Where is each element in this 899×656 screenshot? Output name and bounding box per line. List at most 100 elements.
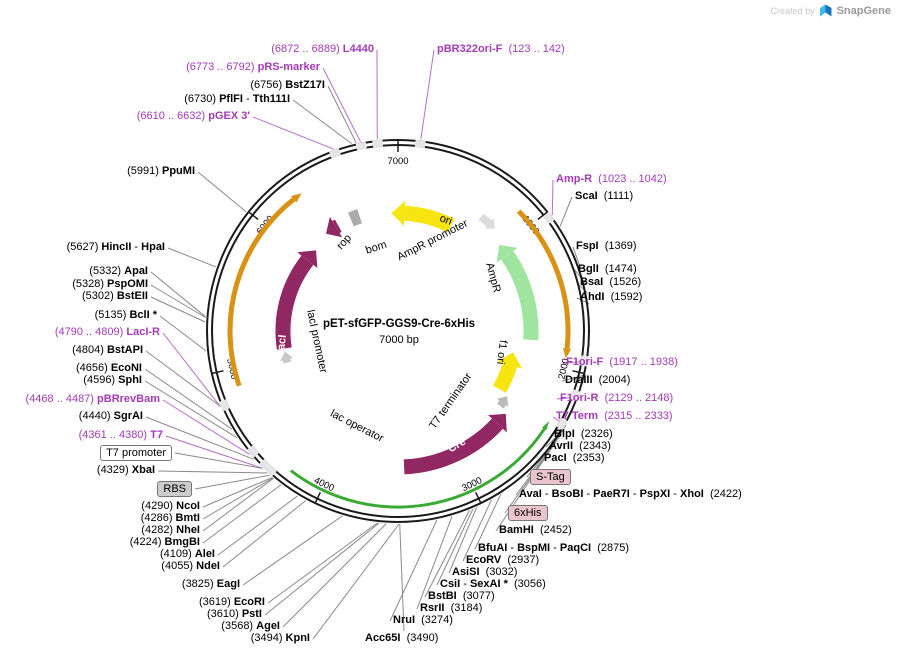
- feature-AmpR-promoter[interactable]: [478, 213, 492, 227]
- feature-T7-terminator-arrowhead[interactable]: [497, 396, 509, 407]
- map-label[interactable]: (4224) BmgBI: [130, 535, 200, 550]
- map-label[interactable]: (6872 .. 6889) L4440: [271, 42, 374, 57]
- feature-lacI-promoter-arrowhead[interactable]: [280, 351, 294, 362]
- label-name-text: BstBI: [428, 590, 457, 602]
- map-label[interactable]: EcoRV (2937): [466, 553, 539, 568]
- leader-line: [222, 500, 307, 568]
- feature-Cre[interactable]: [403, 418, 503, 475]
- feature-AmpR-arrowhead[interactable]: [496, 244, 518, 263]
- map-label[interactable]: (4290) NcoI: [141, 499, 200, 514]
- map-label[interactable]: (5991) PpuMI: [127, 164, 195, 179]
- label-position-text: -: [460, 578, 470, 590]
- label-name-text: ScaI: [575, 190, 598, 202]
- map-label[interactable]: T7 promoter: [100, 445, 172, 461]
- map-label[interactable]: AvaI - BsoBI - PaeR7I - PspXI - XhoI (24…: [519, 487, 742, 502]
- map-label[interactable]: (4596) SphI: [83, 373, 142, 388]
- map-label[interactable]: BfuAI - BspMI - PaqCI (2875): [478, 541, 629, 556]
- feature-ori-arrowhead[interactable]: [391, 200, 406, 226]
- map-label[interactable]: BglI (1474): [578, 262, 637, 277]
- map-label[interactable]: (4109) AleI: [160, 547, 215, 562]
- label-position-text: (6773 .. 6792): [186, 61, 258, 73]
- map-label[interactable]: RsrII (3184): [420, 601, 482, 616]
- map-label[interactable]: (6773 .. 6792) pRS-marker: [186, 60, 320, 75]
- map-label[interactable]: AhdI (1592): [580, 290, 642, 305]
- leader-line: [389, 519, 438, 622]
- map-label[interactable]: (3610) PstI: [207, 607, 262, 622]
- map-label[interactable]: (4361 .. 4380) T7: [79, 428, 163, 443]
- map-label[interactable]: BsaI (1526): [580, 275, 641, 290]
- feature-rop-arrowhead[interactable]: [326, 216, 343, 238]
- map-label[interactable]: FspI (1369): [576, 239, 637, 254]
- feature-AmpR[interactable]: [501, 250, 539, 341]
- leader-line: [312, 523, 400, 640]
- map-label[interactable]: CsiI - SexAI * (3056): [440, 577, 546, 592]
- map-label[interactable]: AvrII (2343): [549, 439, 611, 454]
- leader-line: [202, 477, 274, 520]
- ring-site-mark: [329, 148, 341, 159]
- feature-f1-ori-arrowhead[interactable]: [497, 352, 523, 369]
- feature-orange-arc-right[interactable]: [516, 209, 571, 349]
- feature-rop[interactable]: [332, 219, 342, 234]
- leader-line: [495, 444, 555, 532]
- map-label[interactable]: BamHI (2452): [499, 523, 572, 538]
- feature-AmpR-promoter-arrowhead[interactable]: [484, 218, 495, 229]
- position-tick: [248, 211, 259, 220]
- map-label[interactable]: BstBI (3077): [428, 589, 495, 604]
- map-label[interactable]: (6730) PflFI - Tth111I: [184, 92, 290, 107]
- feature-orf-arc-green[interactable]: [289, 428, 546, 509]
- map-label[interactable]: PacI (2353): [544, 451, 605, 466]
- map-label[interactable]: (4282) NheI: [141, 523, 200, 538]
- map-label[interactable]: Acc65I (3490): [365, 631, 438, 646]
- map-label[interactable]: (5332) ApaI: [89, 264, 148, 279]
- map-label[interactable]: (3825) EagI: [182, 577, 240, 592]
- map-label[interactable]: (4804) BstAPI: [72, 343, 143, 358]
- map-label[interactable]: DraIII (2004): [565, 373, 630, 388]
- map-label[interactable]: ScaI (1111): [575, 189, 633, 204]
- map-label[interactable]: (5328) PspOMI: [72, 277, 148, 292]
- label-position-text: (5135): [94, 309, 130, 321]
- map-label[interactable]: (4790 .. 4809) LacI-R: [55, 325, 160, 340]
- map-label[interactable]: (5627) HincII - HpaI: [67, 240, 165, 255]
- map-label[interactable]: (3494) KpnI: [251, 631, 310, 646]
- map-label[interactable]: NruI (3274): [393, 613, 453, 628]
- feature-label[interactable]: lacI: [275, 334, 289, 354]
- map-label[interactable]: F1ori-R (2129 .. 2148): [560, 391, 673, 406]
- feature-lacI-arrowhead[interactable]: [297, 250, 318, 268]
- label-name-text: SgrAI: [113, 410, 143, 422]
- map-label[interactable]: Amp-R (1023 .. 1042): [556, 172, 667, 187]
- feature-lacI[interactable]: [275, 255, 314, 350]
- feature-orf-arc-green-arrowhead[interactable]: [542, 421, 550, 431]
- label-position-text: -: [131, 241, 142, 253]
- map-label[interactable]: (4286) BmtI: [141, 511, 200, 526]
- map-label[interactable]: (6756) BstZ17I: [250, 78, 325, 93]
- leader-line: [327, 85, 357, 143]
- map-label[interactable]: pBR322ori-F (123 .. 142): [437, 42, 565, 57]
- feature-orange-arc-left-arrowhead[interactable]: [291, 193, 302, 203]
- map-label[interactable]: (4440) SgrAI: [79, 409, 143, 424]
- position-tick: [314, 491, 322, 504]
- map-label[interactable]: 6xHis: [508, 505, 548, 521]
- feature-bom[interactable]: [348, 209, 362, 227]
- map-label[interactable]: (4055) NdeI: [161, 559, 220, 574]
- feature-T7-terminator[interactable]: [497, 400, 506, 409]
- map-label[interactable]: RBS: [157, 481, 192, 497]
- feature-ori[interactable]: [403, 205, 455, 233]
- map-label[interactable]: F1ori-F (1917 .. 1938): [566, 355, 678, 370]
- map-label[interactable]: (5302) BstEII: [82, 289, 148, 304]
- map-label[interactable]: (6610 .. 6632) pGEX 3': [137, 109, 250, 124]
- feature-lacI-promoter[interactable]: [282, 358, 292, 364]
- map-label[interactable]: (4329) XbaI: [97, 463, 155, 478]
- feature-f1-ori[interactable]: [492, 362, 518, 393]
- map-label[interactable]: (5135) BclI *: [95, 308, 157, 323]
- map-label[interactable]: (4468 .. 4487) pBRrevBam: [25, 392, 160, 407]
- map-label[interactable]: (3619) EcoRI: [199, 595, 265, 610]
- feature-orange-arc-right-arrowhead[interactable]: [562, 348, 572, 359]
- feature-orange-arc-left[interactable]: [227, 197, 296, 387]
- map-label[interactable]: T7 Term (2315 .. 2333): [556, 409, 673, 424]
- map-label[interactable]: BlpI (2326): [554, 427, 613, 442]
- map-label[interactable]: (4656) EcoNI: [76, 361, 142, 376]
- map-label[interactable]: AsiSI (3032): [452, 565, 517, 580]
- map-label[interactable]: (3568) AgeI: [221, 619, 280, 634]
- feature-Cre-arrowhead[interactable]: [488, 413, 507, 433]
- map-label[interactable]: S-Tag: [530, 469, 571, 485]
